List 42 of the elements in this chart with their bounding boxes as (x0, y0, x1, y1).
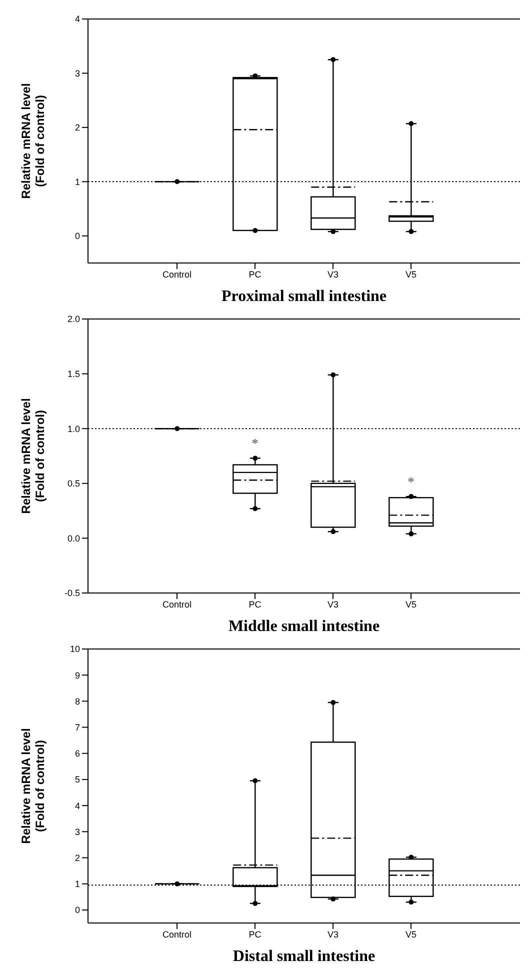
annotation: * (252, 437, 258, 452)
y-tick-label: 3 (74, 826, 80, 837)
y-tick-label: 1.5 (67, 368, 80, 379)
y-tick-label: 4 (74, 14, 80, 24)
y-axis-title: Relative mRNA level (Fold of control) (19, 728, 47, 844)
y-tick-label: 1 (74, 879, 80, 890)
x-tick-label: V3 (327, 929, 339, 940)
x-tick-label: PC (248, 269, 262, 280)
annotation: * (408, 476, 414, 491)
y-tick-label: 4 (74, 800, 80, 811)
x-tick-label: V5 (405, 269, 417, 280)
y-tick-label: 5 (74, 774, 80, 785)
y-tick-label: 6 (74, 748, 80, 759)
x-tick-label: Control (162, 599, 192, 610)
x-axis-title: Proximal small intestine (221, 288, 387, 305)
x-tick-label: V3 (327, 269, 339, 280)
x-tick-label: PC (248, 929, 262, 940)
y-tick-label: 7 (74, 722, 80, 732)
y-tick-label: 0.5 (67, 478, 80, 489)
y-tick-label: 2 (74, 852, 80, 863)
y-tick-label: 2 (74, 122, 80, 133)
y-tick-label: 9 (74, 670, 80, 680)
y-tick-label: 1.0 (67, 424, 80, 434)
x-tick-label: Control (162, 269, 192, 280)
y-tick-label: 2.0 (67, 314, 80, 324)
y-tick-label: 3 (74, 68, 80, 78)
y-tick-label: 0 (74, 905, 80, 916)
y-tick-label: 0 (74, 231, 80, 242)
x-tick-label: PC (248, 599, 262, 610)
y-tick-label: 8 (74, 696, 80, 706)
x-tick-label: Control (162, 929, 192, 940)
y-axis-title: Relative mRNA level (Fold of control) (19, 398, 47, 514)
y-axis-title: Relative mRNA level (Fold of control) (19, 83, 47, 199)
y-tick-label: 10 (70, 644, 80, 654)
x-tick-label: V3 (327, 599, 339, 610)
x-axis-title: Distal small intestine (232, 948, 376, 965)
x-tick-label: V5 (405, 599, 417, 610)
y-tick-label: 1 (74, 176, 80, 187)
x-axis-title: Middle small intestine (228, 618, 380, 635)
y-tick-label: -0.5 (64, 588, 80, 598)
x-tick-label: V5 (405, 929, 417, 940)
y-tick-label: 0.0 (67, 533, 80, 544)
